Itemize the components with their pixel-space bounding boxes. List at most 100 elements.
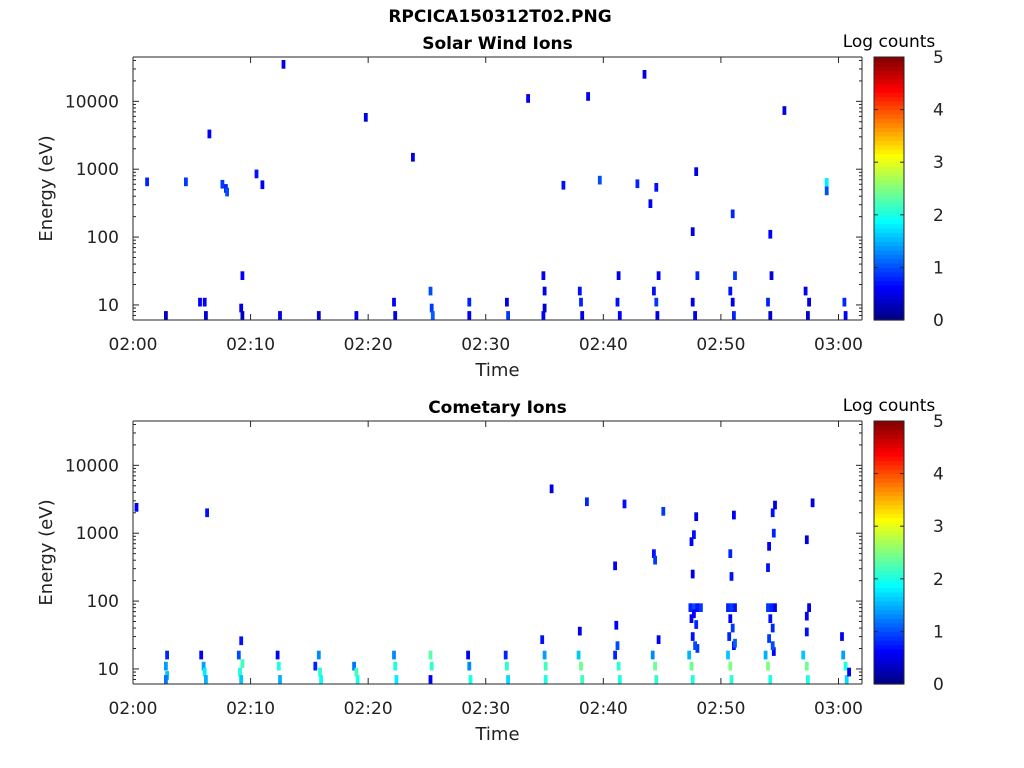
data-cell	[542, 286, 547, 296]
colorbar-label: Log counts	[843, 32, 936, 52]
colorbar-segment	[874, 232, 904, 238]
colorbar-segment	[874, 192, 904, 198]
colorbar-tick-label: 4	[933, 465, 944, 485]
data-cell	[770, 623, 775, 633]
colorbar-tick-label: 3	[933, 153, 944, 173]
data-cell	[238, 667, 242, 677]
panel-solar-wind-ions	[132, 56, 905, 321]
plot-area	[133, 57, 862, 320]
data-cell	[847, 667, 851, 677]
colorbar-segment	[874, 188, 904, 194]
data-cell	[803, 286, 808, 296]
colorbar-segment	[874, 425, 904, 431]
data-cell	[732, 311, 736, 320]
colorbar-segment	[874, 648, 904, 654]
data-cell	[767, 634, 771, 643]
data-cell	[730, 209, 735, 219]
data-cell	[652, 286, 656, 296]
colorbar-segment	[874, 245, 904, 251]
data-cell	[654, 297, 659, 307]
data-cell	[728, 549, 733, 558]
x-axis-label: Time	[474, 724, 519, 745]
colorbar-segment	[874, 87, 904, 93]
data-cell	[768, 229, 773, 239]
data-cell	[648, 199, 653, 208]
x-tick-label: 02:30	[461, 335, 510, 355]
colorbar-segment	[874, 302, 904, 308]
colorbar-segment	[874, 131, 904, 137]
data-cell	[411, 152, 415, 162]
colorbar-segment	[874, 534, 904, 540]
data-cell	[428, 650, 433, 660]
data-cell	[824, 186, 829, 196]
colorbar-label: Log counts	[843, 396, 936, 416]
y-tick-label: 10000	[65, 456, 119, 476]
data-cell	[184, 177, 188, 187]
y-tick-label: 10	[97, 296, 119, 316]
colorbar-segment	[874, 263, 904, 268]
data-cell	[770, 508, 775, 518]
data-cell	[692, 609, 696, 619]
data-cell	[695, 271, 700, 280]
panel-title: Solar Wind Ions	[422, 34, 573, 54]
data-cell	[773, 500, 777, 510]
colorbar-segment	[874, 618, 904, 624]
data-cell	[428, 286, 433, 296]
data-cell	[729, 603, 734, 612]
data-cell	[541, 271, 546, 280]
data-cell	[766, 297, 770, 307]
data-cell	[579, 297, 583, 307]
x-tick-label: 03:00	[814, 335, 863, 355]
colorbar-segment	[874, 583, 904, 589]
data-cell	[614, 620, 619, 630]
data-cell	[642, 70, 647, 79]
panel-cometary-ions	[132, 420, 905, 685]
colorbar-segment	[874, 157, 904, 163]
colorbar-segment	[874, 670, 904, 676]
colorbar-tick-label: 0	[933, 675, 944, 695]
data-cell	[692, 603, 696, 612]
data-cell	[239, 636, 244, 646]
data-cell	[577, 626, 582, 636]
data-cell	[804, 627, 809, 637]
data-cell	[429, 661, 434, 671]
data-cell	[202, 667, 207, 677]
data-cell	[561, 180, 566, 190]
data-cell	[844, 675, 849, 684]
colorbar-tick-label: 5	[933, 412, 944, 432]
data-cell	[693, 311, 697, 320]
colorbar-segment	[874, 548, 904, 554]
data-cell	[767, 542, 771, 551]
x-tick-label: 02:50	[696, 335, 745, 355]
data-cell	[768, 311, 773, 320]
colorbar-segment	[874, 149, 904, 155]
data-cell	[732, 510, 736, 520]
x-tick-label: 02:50	[696, 699, 745, 719]
data-cell	[690, 297, 695, 307]
colorbar-segment	[874, 315, 904, 321]
data-cell	[769, 603, 774, 612]
data-cell	[730, 623, 735, 633]
data-cell	[810, 498, 815, 508]
colorbar-frame	[873, 420, 905, 685]
data-cell	[543, 675, 548, 684]
colorbar-frame	[873, 56, 905, 321]
colorbar-segment	[874, 473, 904, 479]
data-cell	[467, 661, 472, 671]
colorbar-segment	[874, 170, 904, 176]
data-cell	[239, 303, 244, 313]
x-tick-label: 02:00	[109, 699, 158, 719]
y-axis-label: Energy (eV)	[36, 499, 57, 605]
data-cell	[804, 661, 809, 671]
data-cell	[201, 661, 206, 671]
data-cell	[771, 528, 776, 538]
data-cell	[615, 297, 620, 307]
data-cell	[467, 297, 472, 307]
plot-area	[133, 421, 862, 684]
data-cell	[204, 675, 208, 684]
data-cell	[690, 675, 695, 684]
x-tick-label: 02:20	[344, 335, 393, 355]
data-cell	[205, 508, 209, 518]
